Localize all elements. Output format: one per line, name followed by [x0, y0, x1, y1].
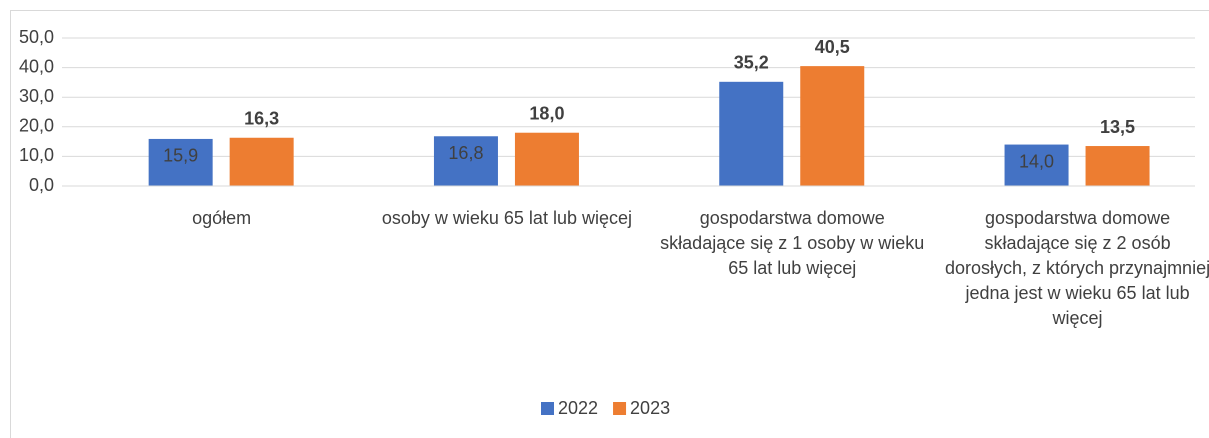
data-label: 16,8	[448, 143, 483, 163]
legend-label: 2022	[558, 398, 598, 418]
bar	[229, 137, 294, 186]
y-tick-label: 10,0	[19, 145, 54, 165]
data-label: 13,5	[1100, 117, 1135, 137]
data-label: 35,2	[734, 53, 769, 73]
chart-border	[10, 10, 1209, 438]
legend-swatch	[541, 402, 554, 415]
legend-swatch	[613, 402, 627, 415]
data-label: 40,5	[815, 37, 850, 57]
y-tick-label: 40,0	[19, 56, 54, 76]
y-tick-label: 50,0	[19, 27, 54, 47]
y-tick-label: 30,0	[19, 86, 54, 106]
y-tick-label: 20,0	[19, 116, 54, 136]
x-tick-label: gospodarstwa domowe składające się z 1 o…	[660, 208, 925, 278]
data-label: 16,3	[244, 109, 279, 129]
x-tick-label: gospodarstwa domowe składające się z 2 o…	[944, 208, 1209, 328]
x-tick-label: osoby w wieku 65 lat lub więcej	[381, 208, 632, 228]
data-label: 15,9	[163, 146, 198, 166]
bar	[719, 81, 784, 186]
bar	[148, 138, 213, 186]
bar	[1004, 144, 1069, 186]
data-label: 14,0	[1019, 151, 1054, 171]
bar	[433, 136, 498, 186]
legend-label: 2023	[630, 398, 670, 418]
bar	[514, 132, 579, 186]
y-tick-label: 0,0	[29, 175, 54, 195]
bar	[800, 66, 865, 186]
bar	[1085, 146, 1150, 186]
x-tick-label: ogółem	[192, 208, 252, 228]
data-label: 18,0	[529, 103, 564, 123]
